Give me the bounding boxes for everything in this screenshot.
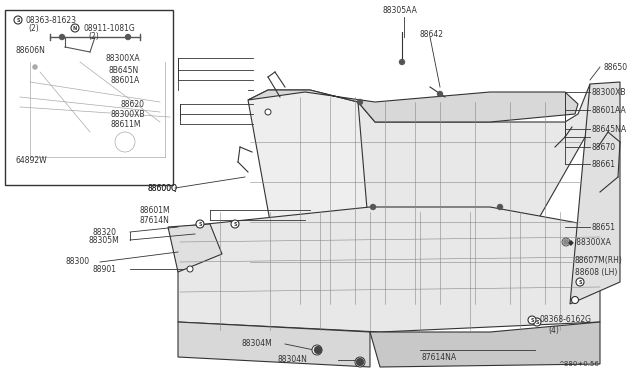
Circle shape	[437, 91, 443, 97]
Circle shape	[187, 266, 193, 272]
Text: (2): (2)	[88, 32, 99, 41]
Circle shape	[370, 204, 376, 210]
Text: 88300XB: 88300XB	[592, 87, 627, 96]
Text: 88300XB: 88300XB	[110, 109, 145, 119]
Text: (2): (2)	[28, 23, 39, 32]
Text: S: S	[233, 221, 237, 227]
Text: 88611M: 88611M	[110, 119, 141, 128]
Text: (4): (4)	[548, 326, 559, 334]
Circle shape	[533, 318, 541, 326]
Text: S: S	[535, 320, 539, 324]
Text: S: S	[579, 279, 582, 285]
Text: ^880∗0.56: ^880∗0.56	[558, 361, 599, 367]
Text: 08911-1081G: 08911-1081G	[83, 23, 135, 32]
Circle shape	[231, 220, 239, 228]
Circle shape	[71, 24, 79, 32]
Text: 88600Q: 88600Q	[148, 183, 178, 192]
Text: S: S	[16, 17, 20, 22]
Circle shape	[33, 64, 38, 70]
Text: 88642: 88642	[420, 29, 444, 38]
Polygon shape	[248, 90, 578, 122]
Circle shape	[562, 238, 570, 246]
Text: 8B645N: 8B645N	[108, 65, 138, 74]
Text: S: S	[198, 221, 202, 227]
Text: 88661: 88661	[592, 160, 616, 169]
Polygon shape	[358, 84, 590, 304]
Text: 88600Q: 88600Q	[148, 183, 178, 192]
Text: 88670: 88670	[592, 142, 616, 151]
Text: 88601A: 88601A	[110, 76, 140, 84]
Text: 88645NA: 88645NA	[592, 125, 627, 134]
Text: 88300: 88300	[65, 257, 89, 266]
Circle shape	[59, 34, 65, 40]
Circle shape	[576, 278, 584, 286]
Text: 88320: 88320	[92, 228, 116, 237]
Text: 87614NA: 87614NA	[422, 353, 457, 362]
Text: 08368-6162G: 08368-6162G	[540, 315, 592, 324]
Circle shape	[265, 109, 271, 115]
Text: ◆ 88300XA: ◆ 88300XA	[568, 237, 611, 247]
Circle shape	[357, 99, 363, 105]
Polygon shape	[370, 322, 600, 367]
Polygon shape	[178, 322, 370, 367]
Circle shape	[312, 345, 322, 355]
Circle shape	[572, 296, 579, 304]
Text: S: S	[531, 317, 534, 323]
Polygon shape	[248, 90, 378, 304]
Circle shape	[355, 357, 365, 367]
Text: 87614N: 87614N	[140, 215, 170, 224]
Circle shape	[497, 204, 503, 210]
Circle shape	[563, 239, 569, 245]
Text: 64892W: 64892W	[15, 155, 47, 164]
Text: 88300XA: 88300XA	[105, 54, 140, 62]
Text: 88304M: 88304M	[242, 340, 273, 349]
Text: 88607M(RH): 88607M(RH)	[575, 256, 623, 264]
Text: 88305M: 88305M	[88, 235, 119, 244]
Circle shape	[196, 220, 204, 228]
Polygon shape	[570, 82, 620, 304]
Text: 88305AA: 88305AA	[383, 6, 417, 15]
Bar	[5, 10, 173, 185]
Polygon shape	[168, 224, 222, 272]
Circle shape	[125, 34, 131, 40]
Text: 88304N: 88304N	[278, 356, 308, 365]
Text: 88601AA: 88601AA	[592, 106, 627, 115]
Circle shape	[528, 316, 536, 324]
Circle shape	[314, 346, 322, 354]
Text: 08363-81623: 08363-81623	[25, 16, 76, 25]
Circle shape	[115, 132, 135, 152]
Text: 88901: 88901	[92, 264, 116, 273]
Polygon shape	[178, 207, 600, 332]
Text: 88620: 88620	[120, 99, 144, 109]
Text: 88651: 88651	[592, 222, 616, 231]
Text: 88606N: 88606N	[15, 45, 45, 55]
Text: 88608 (LH): 88608 (LH)	[575, 267, 618, 276]
Text: N: N	[73, 26, 77, 31]
Circle shape	[399, 59, 405, 65]
Text: 88601M: 88601M	[140, 205, 171, 215]
Circle shape	[356, 358, 364, 366]
Circle shape	[14, 16, 22, 24]
Text: 88650: 88650	[604, 62, 628, 71]
